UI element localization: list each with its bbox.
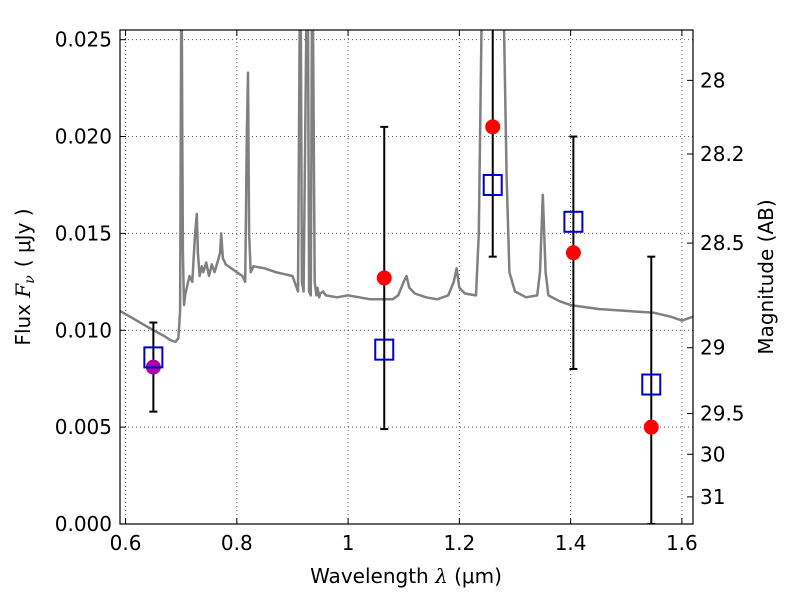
- observed-point: [376, 270, 392, 286]
- y2-tick-label: 29.5: [700, 402, 745, 426]
- y-tick-label: 0.020: [55, 125, 112, 149]
- y-tick-label: 0.005: [55, 415, 112, 439]
- y2-tick-label: 28: [700, 68, 725, 92]
- y-tick-label: 0.000: [55, 512, 112, 536]
- y2-tick-label: 30: [700, 442, 725, 466]
- x-tick-label: 0.8: [221, 531, 253, 555]
- error-bars: [149, 30, 656, 524]
- model-photometry-point: [641, 373, 662, 396]
- y2-tick-label: 31: [700, 485, 725, 509]
- observed-point: [565, 245, 581, 261]
- x-axis-label: Wavelength λ (μm): [310, 564, 502, 588]
- y-tick-label: 0.015: [55, 221, 112, 245]
- model-spectrum: [120, 30, 693, 344]
- y-axis-label-subscript: ν: [22, 275, 38, 284]
- x-tick-label: 1.2: [443, 531, 475, 555]
- model-photometry-point: [143, 346, 164, 369]
- x-tick-label: 1.6: [666, 531, 698, 555]
- y-axis-label: Flux Fν ( μJy ): [11, 208, 38, 345]
- model-photometry-point: [374, 338, 395, 361]
- y2-axis-label: Magnitude (AB): [754, 199, 778, 354]
- x-axis-label-symbol: λ: [434, 564, 448, 588]
- x-tick-label: 1.4: [555, 531, 587, 555]
- y2-tick-label: 28.2: [700, 142, 745, 166]
- x-axis-label-unit: (μm): [448, 564, 502, 588]
- data-markers: [143, 119, 662, 435]
- y2-axis-ticks: 28 28.2 28.5 29 29.5 30 31: [687, 68, 745, 509]
- y-axis-label-prefix: Flux: [11, 298, 35, 346]
- plot-frame: [119, 29, 694, 525]
- y-tick-label: 0.010: [55, 318, 112, 342]
- y2-tick-label: 29: [700, 336, 725, 360]
- model-spectrum-line: [120, 30, 693, 344]
- x-tick-label: 0.6: [110, 531, 142, 555]
- y2-tick-label: 28.5: [700, 231, 745, 255]
- model-photometry-point: [563, 210, 584, 233]
- observed-point: [643, 419, 659, 435]
- x-axis-ticks: 0.6 0.8 1 1.2 1.4 1.6: [110, 30, 698, 555]
- x-axis-label-prefix: Wavelength: [310, 564, 435, 588]
- y-axis-ticks: 0.000 0.005 0.010 0.015 0.020 0.025: [55, 28, 126, 536]
- observed-point: [485, 119, 501, 135]
- y-axis-label-unit: ( μJy ): [11, 208, 35, 267]
- model-photometry-point: [482, 173, 503, 196]
- y-tick-label: 0.025: [55, 28, 112, 52]
- y-axis-label-symbol: F: [11, 283, 35, 299]
- x-tick-label: 1: [342, 531, 355, 555]
